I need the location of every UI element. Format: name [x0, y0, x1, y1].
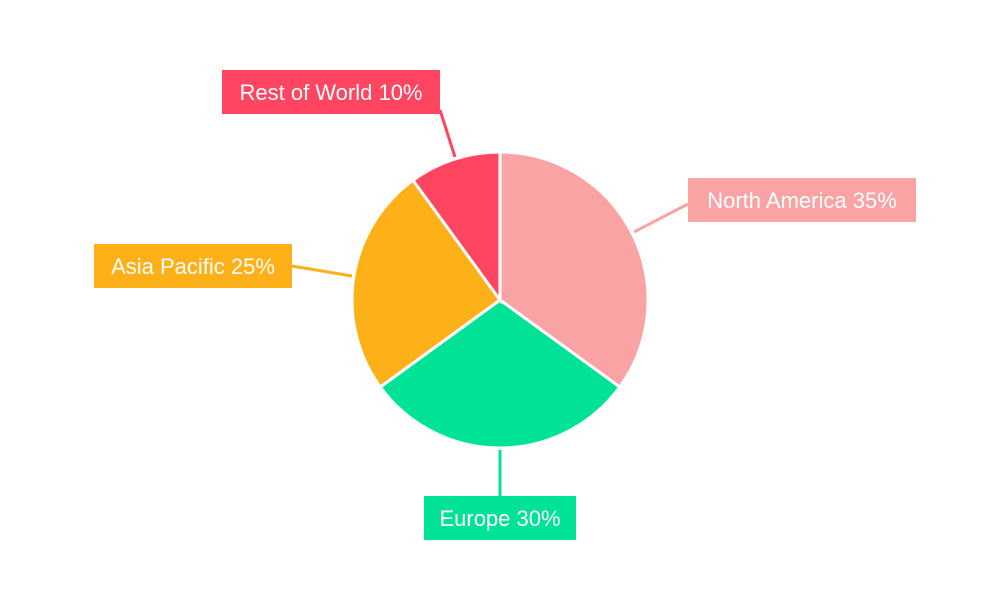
data-label-box: [94, 244, 292, 288]
data-label-text: North America 35%: [707, 188, 897, 213]
pie-slice-asia-pacific[interactable]: [350, 178, 503, 390]
data-label-box: [424, 496, 576, 540]
leader-line-rest-of-world: [438, 109, 457, 158]
data-label-box: [688, 178, 916, 222]
pie-slice-north-america[interactable]: [498, 150, 650, 390]
pie-slice-europe[interactable]: [378, 298, 622, 450]
data-label-europe: Europe 30%: [424, 496, 576, 540]
data-label-asia-pacific: Asia Pacific 25%: [94, 244, 292, 288]
leader-line-asia-pacific: [291, 264, 353, 278]
data-label-north-america: North America 35%: [688, 178, 916, 222]
data-label-rest-of-world: Rest of World 10%: [222, 70, 440, 114]
data-label-text: Europe 30%: [439, 506, 560, 531]
leader-line-north-america: [633, 202, 689, 234]
pie-slice-rest-of-world[interactable]: [410, 150, 502, 305]
data-label-text: Asia Pacific 25%: [111, 254, 275, 279]
data-label-box: [222, 70, 440, 114]
data-label-text: Rest of World 10%: [239, 80, 422, 105]
